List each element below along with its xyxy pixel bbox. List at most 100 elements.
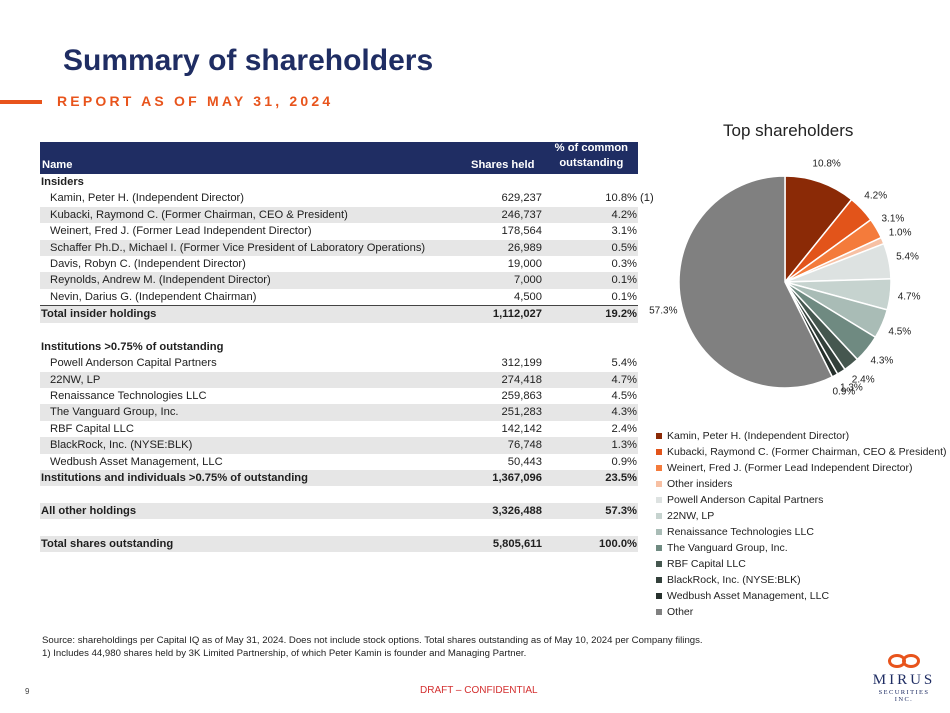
legend-item: Kamin, Peter H. (Independent Director)	[656, 428, 947, 444]
legend-label: The Vanguard Group, Inc.	[667, 542, 788, 554]
legend-item: RBF Capital LLC	[656, 556, 947, 572]
shares-held: 19,000	[507, 257, 542, 270]
footnote-marker: (1)	[640, 192, 654, 205]
total-label: Institutions and individuals >0.75% of o…	[41, 472, 308, 485]
legend-label: Weinert, Fred J. (Former Lead Independen…	[667, 462, 913, 474]
total-outstanding-row: Total shares outstanding 5,805,611 100.0…	[40, 535, 638, 552]
legend-label: Powell Anderson Capital Partners	[667, 494, 824, 506]
holder-name: RBF Capital LLC	[50, 422, 134, 435]
legend-label: Kubacki, Raymond C. (Former Chairman, CE…	[667, 446, 947, 458]
total-pct: 23.5%	[605, 472, 637, 485]
pie-slice-label: 10.8%	[812, 158, 841, 170]
pct-outstanding: 0.1%	[611, 290, 638, 303]
legend-item: Weinert, Fred J. (Former Lead Independen…	[656, 460, 947, 476]
pct-outstanding: 4.7%	[611, 373, 638, 386]
total-shares: 1,112,027	[492, 308, 542, 321]
pie-slice-label: 4.5%	[888, 326, 912, 337]
holder-name: Powell Anderson Capital Partners	[50, 357, 217, 370]
report-date-subtitle: REPORT AS OF MAY 31, 2024	[57, 93, 334, 109]
legend-item: Other insiders	[656, 476, 947, 492]
page-number: 9	[25, 687, 30, 696]
shares-held: 629,237	[501, 192, 542, 205]
legend-label: Other	[667, 606, 694, 618]
section-label-institutions: Institutions >0.75% of outstanding	[40, 339, 638, 355]
pie-slice-label: 1.3%	[839, 382, 863, 394]
legend-swatch	[656, 529, 662, 535]
legend-label: RBF Capital LLC	[667, 558, 746, 570]
legend-swatch	[656, 609, 662, 615]
total-pct: 19.2%	[605, 308, 637, 321]
legend-label: BlackRock, Inc. (NYSE:BLK)	[667, 574, 801, 586]
shareholders-table: Name Shares held % of common outstanding…	[40, 142, 654, 552]
legend-swatch	[656, 577, 662, 583]
pie-slice-label: 57.3%	[649, 305, 678, 317]
shares-held: 312,199	[501, 357, 542, 370]
table-row: Weinert, Fred J. (Former Lead Independen…	[40, 223, 638, 239]
other-holdings-row: All other holdings 3,326,488 57.3%	[40, 502, 638, 520]
legend-swatch	[656, 433, 662, 439]
shares-held: 26,989	[507, 241, 542, 254]
header-pct-line1: % of common	[554, 142, 628, 154]
holder-name: 22NW, LP	[50, 373, 101, 386]
legend-item: Kubacki, Raymond C. (Former Chairman, CE…	[656, 444, 947, 460]
table-row: Davis, Robyn C. (Independent Director) 1…	[40, 256, 638, 272]
legend-item: Wedbush Asset Management, LLC	[656, 588, 947, 604]
pie-slice-label: 1.0%	[888, 227, 912, 239]
total-shares: 5,805,611	[492, 537, 542, 550]
holder-name: Weinert, Fred J. (Former Lead Independen…	[50, 225, 312, 238]
pct-outstanding: 10.8%	[605, 192, 637, 205]
shares-held: 259,863	[501, 390, 542, 403]
table-row: Schaffer Ph.D., Michael I. (Former Vice …	[40, 239, 638, 256]
legend-swatch	[656, 545, 662, 551]
legend-label: 22NW, LP	[667, 510, 715, 522]
holder-name: Renaissance Technologies LLC	[50, 390, 207, 403]
holder-name: Kamin, Peter H. (Independent Director)	[50, 192, 245, 205]
footnote-text: 1) Includes 44,980 shares held by 3K Lim…	[42, 648, 527, 659]
holder-name: Davis, Robyn C. (Independent Director)	[50, 257, 246, 270]
table-row: Kamin, Peter H. (Independent Director) 6…	[40, 190, 654, 206]
holder-name: BlackRock, Inc. (NYSE:BLK)	[50, 439, 193, 452]
total-label: All other holdings	[41, 504, 137, 517]
draft-label: DRAFT – CONFIDENTIAL	[420, 685, 538, 696]
total-insider-row: Total insider holdings 1,112,027 19.2%	[40, 305, 638, 323]
pct-outstanding: 4.2%	[611, 208, 638, 221]
legend-swatch	[656, 465, 662, 471]
page-title: Summary of shareholders	[63, 44, 434, 77]
shares-held: 178,564	[501, 225, 542, 238]
holder-name: Wedbush Asset Management, LLC	[50, 455, 223, 468]
pct-outstanding: 5.4%	[611, 357, 638, 370]
legend-label: Wedbush Asset Management, LLC	[667, 590, 830, 602]
pct-outstanding: 4.5%	[611, 390, 638, 403]
chart-title: Top shareholders	[723, 121, 854, 140]
pie-slice-label: 0.9%	[832, 386, 856, 398]
table-row: BlackRock, Inc. (NYSE:BLK) 76,748 1.3%	[40, 437, 638, 454]
shares-held: 50,443	[507, 455, 542, 468]
pie-slice-label: 4.3%	[870, 355, 894, 367]
legend-swatch	[656, 497, 662, 503]
shares-held: 7,000	[514, 274, 542, 287]
pct-outstanding: 1.3%	[611, 439, 638, 452]
legend-item: 22NW, LP	[656, 508, 947, 524]
total-pct: 100.0%	[599, 537, 637, 550]
pie-slice-label: 3.1%	[881, 213, 905, 225]
pie-slice-label: 2.4%	[851, 374, 875, 385]
shares-held: 76,748	[507, 439, 542, 452]
section-label: Institutions >0.75% of outstanding	[41, 340, 224, 353]
legend-item: Renaissance Technologies LLC	[656, 524, 947, 540]
pct-outstanding: 3.1%	[611, 225, 638, 238]
table-row: Reynolds, Andrew M. (Independent Directo…	[40, 272, 638, 289]
table-row: RBF Capital LLC 142,142 2.4%	[40, 421, 638, 437]
legend-item: BlackRock, Inc. (NYSE:BLK)	[656, 572, 947, 588]
legend-label: Renaissance Technologies LLC	[667, 526, 814, 538]
table-row: Renaissance Technologies LLC 259,863 4.5…	[40, 388, 638, 404]
pie-slice	[678, 175, 834, 389]
legend-swatch	[656, 481, 662, 487]
legend-swatch	[656, 593, 662, 599]
shares-held: 251,283	[501, 406, 542, 419]
pie-slice	[784, 175, 853, 285]
total-shares: 3,326,488	[492, 504, 542, 517]
header-pct: % of common outstanding	[555, 141, 628, 171]
table-header: Name Shares held % of common outstanding	[40, 142, 638, 174]
header-pct-line2: outstanding	[559, 157, 624, 169]
